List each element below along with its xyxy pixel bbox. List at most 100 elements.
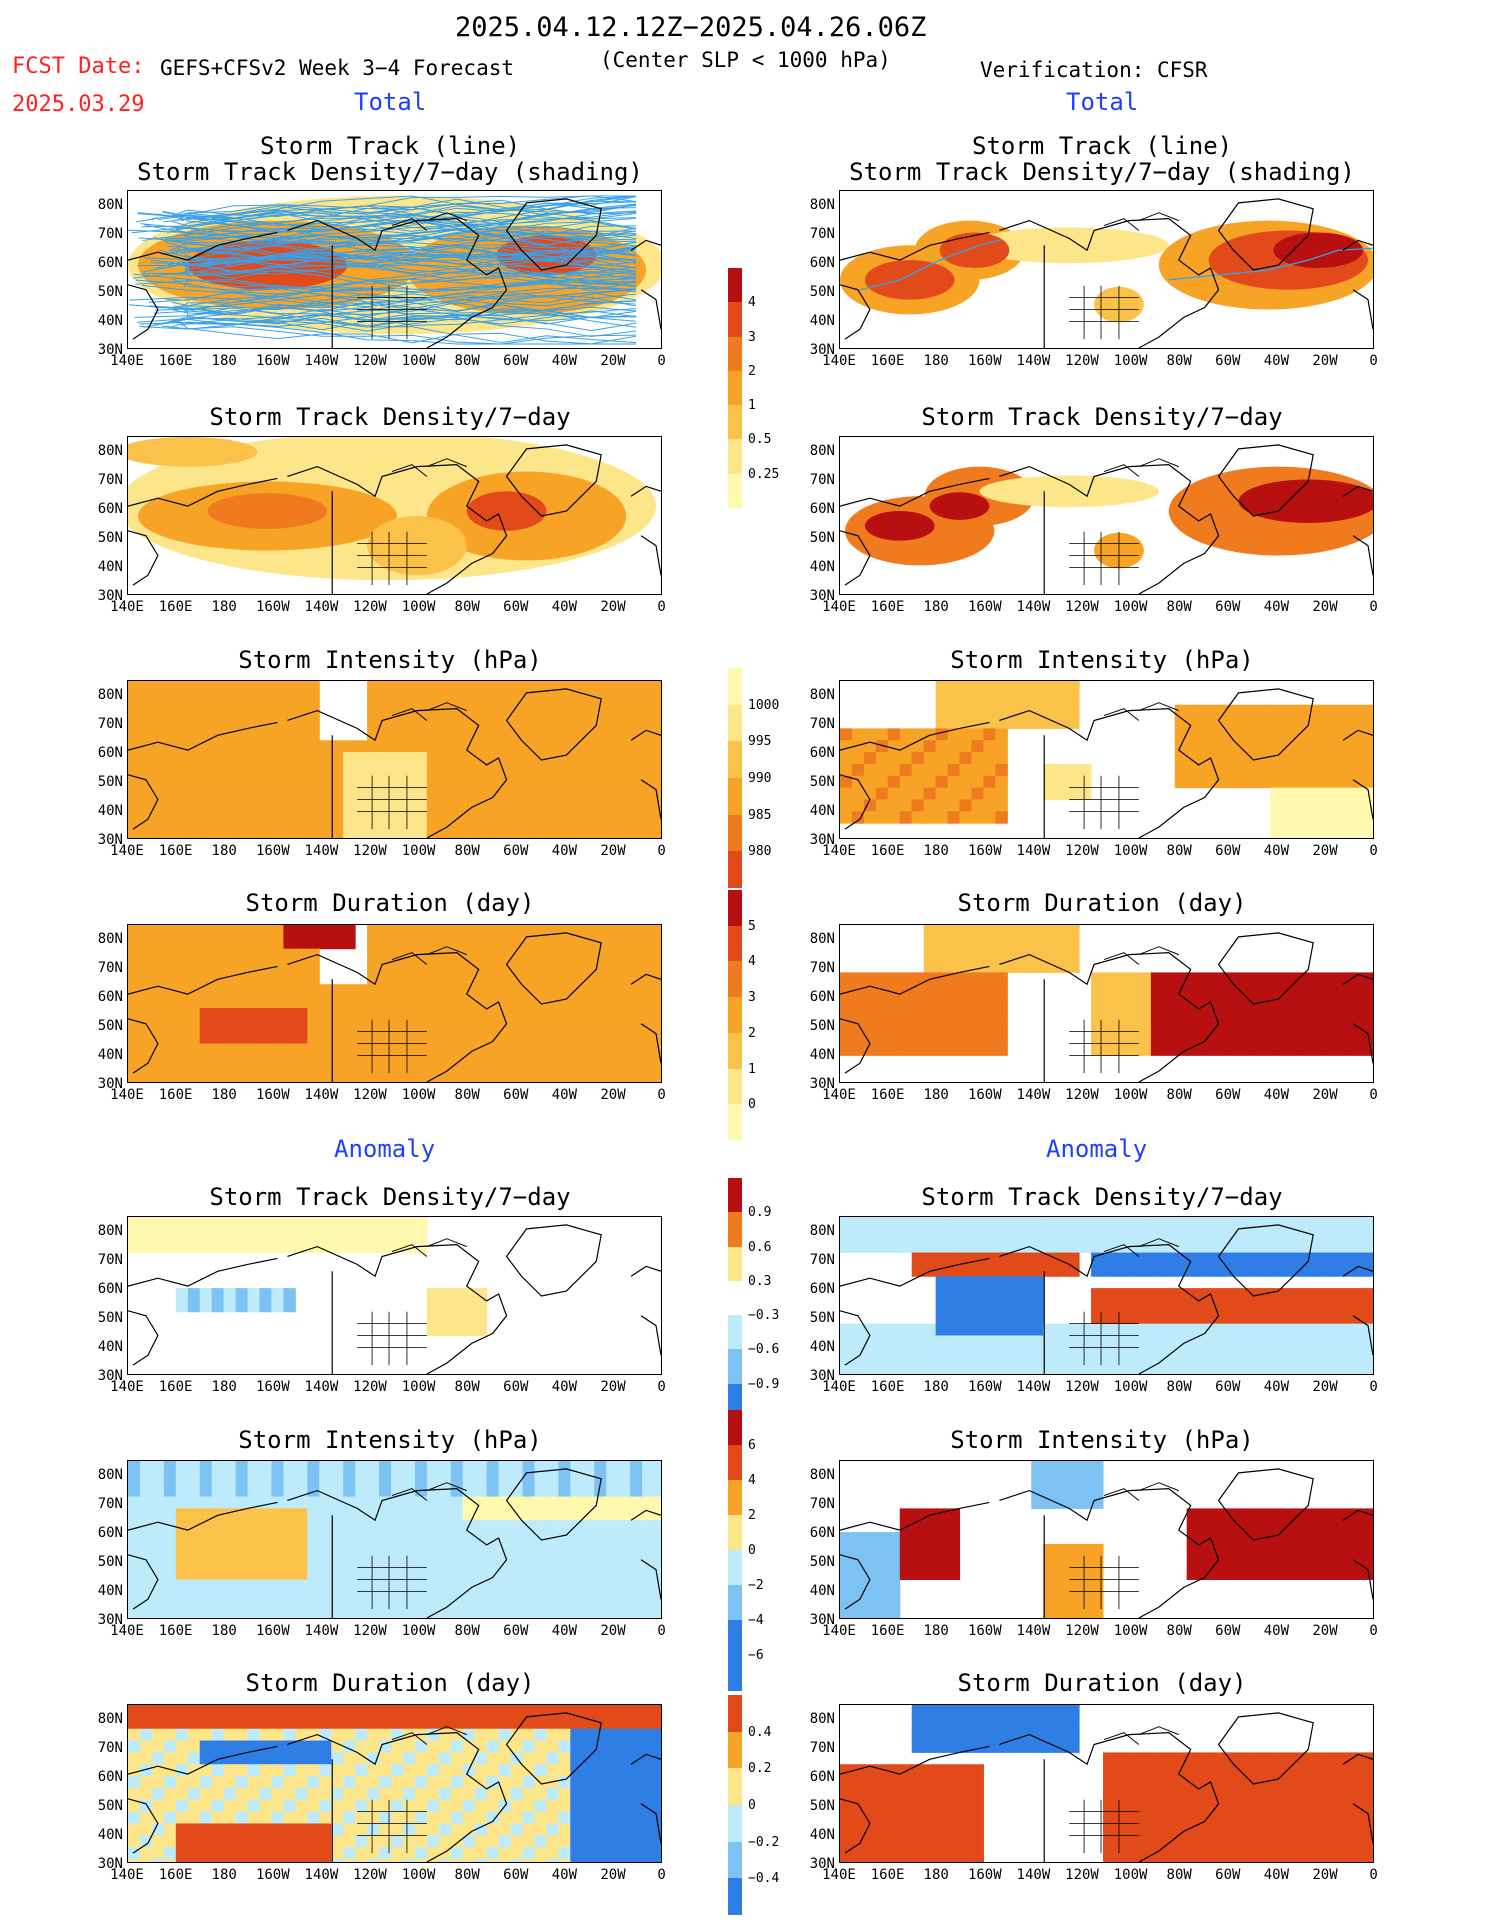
center-note: (Center SLP < 1000 hPa) [600,48,891,72]
grid-cell [983,716,996,729]
title-intensity-right: Storm Intensity (hPa) [950,646,1254,674]
grid-cell [1043,1264,1056,1277]
grid-cell [654,823,661,836]
grid-cell [959,1823,973,1836]
grid-cell [1330,1835,1343,1848]
grid-cell [1043,704,1056,718]
grid-cell [498,1508,512,1521]
grid-cell [875,1335,889,1348]
grid-cell [307,1055,320,1068]
grid-cell [947,1705,961,1718]
grid-cell [1103,1335,1116,1348]
grid-cell [887,1603,901,1616]
storm-track-line [153,275,637,314]
grid-cell [1270,1031,1283,1044]
grid-cell [175,716,189,729]
grid-cell [402,1496,416,1509]
colorbar-swatch [728,439,742,475]
grid-cell [1222,1031,1236,1044]
grid-cell [450,763,464,777]
grid-cell [654,1520,661,1533]
grid-cell [654,1019,661,1033]
grid-cell [1318,811,1331,824]
lon-label: 20W [1312,1379,1338,1395]
grid-cell [606,799,619,812]
grid-cell [1270,1347,1283,1360]
grid-cell [391,681,404,694]
grid-cell [1007,1323,1020,1336]
grid-cell [295,1240,308,1254]
grid-cell [247,1079,261,1082]
grid-cell [367,1543,380,1557]
grid-cell [947,716,961,729]
grid-cell [235,1752,249,1765]
lat-label: 30N [97,1368,123,1384]
lat-label: 60N [97,255,123,271]
grid-cell [271,1823,284,1836]
grid-cell [211,1043,225,1056]
grid-cell [295,1579,308,1592]
grid-cell [1138,1823,1152,1836]
grid-cell [1114,1811,1128,1824]
grid-cell [1306,1776,1319,1789]
grid-cell [618,1823,631,1836]
colorbar-tick-label: 990 [748,771,772,786]
colorbar-swatch [728,1349,742,1385]
grid-cell [462,1787,476,1801]
grid-cell [486,948,500,962]
grid-cell [426,960,440,973]
grid-cell [1162,996,1176,1009]
grid-cell [510,1615,524,1618]
grid-cell [402,763,416,777]
grid-cell [863,1347,877,1360]
grid-cell [983,811,996,824]
grid-cell [139,799,153,812]
grid-cell [307,925,320,938]
colorbar-density-anom: 0.9 0.6 0.3 −0.3 −0.6 −0.9 [720,1178,779,1419]
colorbar-tick-label: 5 [748,918,756,934]
grid-cell [983,1252,996,1265]
grid-cell [1342,1764,1355,1777]
grid-cell [971,1823,984,1836]
grid-cell [211,1532,225,1545]
lat-label: 50N [809,1798,835,1814]
grid-cell [355,787,368,800]
grid-cell [1067,763,1080,777]
grid-cell [923,1740,937,1753]
title-duration-right: Storm Duration (day) [957,889,1247,917]
grid-cell [935,775,949,789]
grid-cell [1342,1847,1355,1860]
grid-cell [1079,1555,1092,1569]
grid-cell [1162,1359,1176,1372]
grid-cell [1342,835,1355,838]
grid-cell [1366,704,1373,718]
grid-cell [1234,1043,1247,1056]
grid-cell [1067,1323,1080,1336]
grid-cell [355,1859,368,1862]
grid-cell [247,823,261,836]
grid-cell [331,823,344,836]
grid-cell [1258,1752,1271,1765]
grid-cell [402,811,416,824]
grid-cell [558,823,571,836]
grid-cell [414,1520,428,1533]
colorbar-swatch [728,336,742,372]
grid-cell [1234,1543,1247,1557]
grid-cell [947,1716,961,1730]
grid-cell [1138,1347,1152,1360]
grid-cell [151,1776,165,1789]
grid-cell [923,1520,937,1533]
grid-cell [331,1543,344,1557]
lat-label: 50N [97,284,123,300]
grid-cell [1318,972,1331,985]
grid-cell [1306,1811,1319,1824]
grid-cell [450,960,464,973]
grid-cell [367,775,380,789]
lon-label: 140E [110,353,144,369]
grid-cell [235,835,249,838]
grid-cell [534,1764,547,1777]
grid-cell [199,1567,213,1580]
grid-cell [1091,1264,1104,1277]
grid-cell [1067,1472,1080,1486]
grid-cell [935,1764,949,1777]
